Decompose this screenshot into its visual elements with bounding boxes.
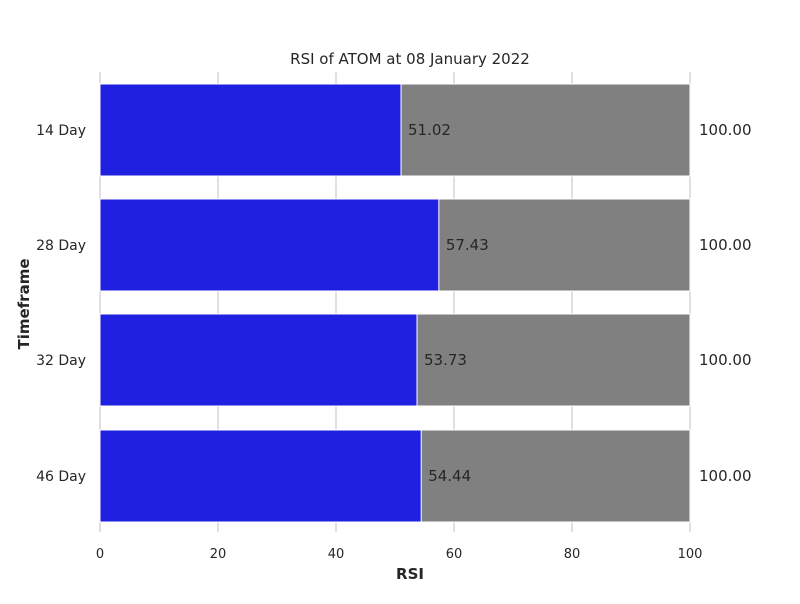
max-value-label: 100.00 (699, 236, 752, 254)
y-tick-label: 32 Day (36, 353, 86, 369)
rsi-value-label: 51.02 (408, 121, 451, 139)
y-tick-label: 28 Day (36, 238, 86, 254)
bar-labels: 51.02 100.00 57.43 100.00 53.73 100.00 54.44 10… (408, 121, 751, 485)
rsi-bar (99, 83, 402, 177)
y-tick-labels: 14 Day 28 Day 32 Day 46 Day (36, 123, 86, 485)
chart-title: RSI of ATOM at 08 January 2022 (290, 50, 530, 68)
rsi-bar (99, 198, 440, 292)
y-tick-label: 46 Day (36, 469, 86, 485)
rsi-bars (99, 83, 440, 523)
rsi-value-label: 53.73 (424, 351, 467, 369)
rsi-value-label: 54.44 (428, 467, 471, 485)
x-tick-labels: 0 20 40 60 80 100 (96, 547, 703, 562)
rsi-value-label: 57.43 (446, 236, 489, 254)
x-axis-label: RSI (396, 565, 424, 583)
rsi-bar (99, 313, 418, 407)
rsi-bar (99, 429, 422, 523)
max-value-label: 100.00 (699, 121, 752, 139)
y-tick-label: 14 Day (36, 123, 86, 139)
x-tick-label: 20 (210, 547, 227, 562)
max-value-label: 100.00 (699, 351, 752, 369)
x-tick-label: 80 (564, 547, 581, 562)
x-tick-label: 40 (328, 547, 345, 562)
x-tick-label: 100 (678, 547, 703, 562)
x-tick-label: 60 (446, 547, 463, 562)
x-tick-label: 0 (96, 547, 104, 562)
y-axis-label: Timeframe (15, 258, 33, 349)
max-value-label: 100.00 (699, 467, 752, 485)
